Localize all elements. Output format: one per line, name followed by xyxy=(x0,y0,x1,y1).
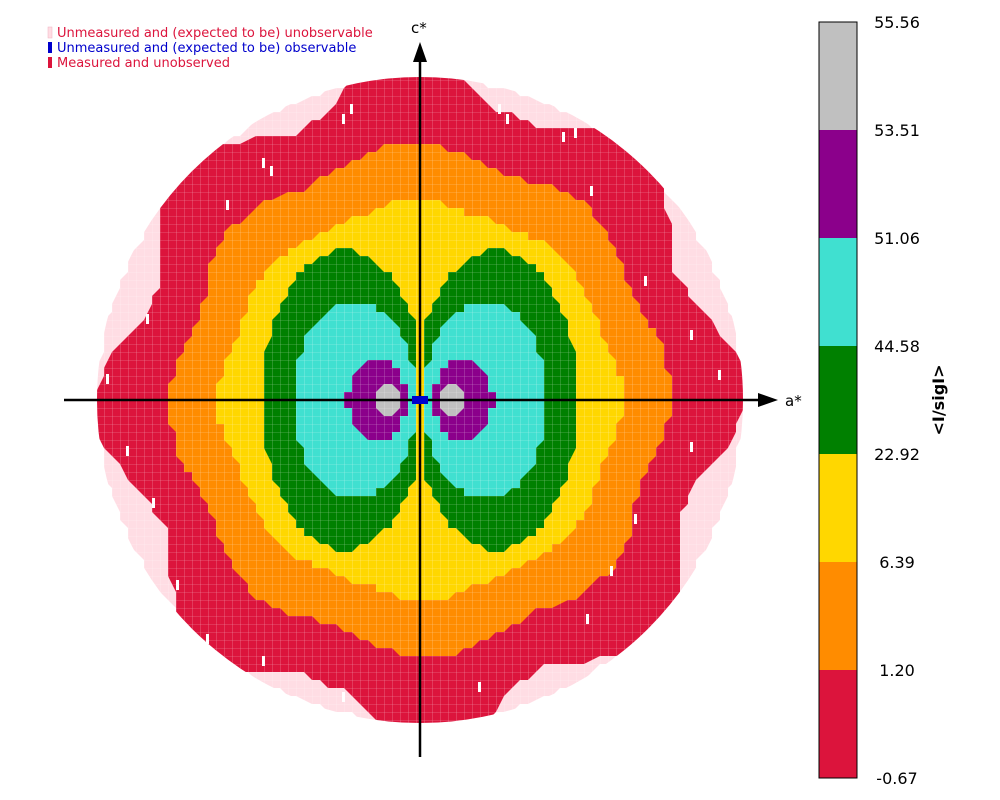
heatmap-missing-cell xyxy=(498,104,501,114)
heatmap-missing-cell xyxy=(106,374,109,384)
colorbar-tick-label: 53.51 xyxy=(874,121,920,140)
y-axis-arrowhead xyxy=(413,42,427,62)
colorbar-tick-label: 51.06 xyxy=(874,229,920,248)
colorbar-tick-label: 55.56 xyxy=(874,13,920,32)
heatmap-missing-cell xyxy=(690,442,693,452)
heatmap-missing-cell xyxy=(562,132,565,142)
colorbar-tick-label: 6.39 xyxy=(879,553,915,572)
legend-label-observable: Unmeasured and (expected to be) observab… xyxy=(57,41,356,56)
heatmap-missing-cell xyxy=(586,614,589,624)
x-axis-arrowhead xyxy=(758,393,778,407)
legend-swatch-measured xyxy=(48,57,52,68)
origin-observable-marker xyxy=(412,396,428,404)
y-axis-label: c* xyxy=(411,19,427,37)
heatmap-missing-cell xyxy=(152,498,155,508)
colorbar-tick-label: 22.92 xyxy=(874,445,920,464)
heatmap-missing-cell xyxy=(342,692,345,702)
axes: a* c* xyxy=(64,19,802,757)
heatmap-missing-cell xyxy=(574,128,577,138)
legend-label-unobservable: Unmeasured and (expected to be) unobserv… xyxy=(57,26,373,41)
heatmap-missing-cell xyxy=(146,314,149,324)
colorbar-tick-label: 44.58 xyxy=(874,337,920,356)
legend-label-measured: Measured and unobserved xyxy=(57,56,230,71)
colorbar-tick-label: -0.67 xyxy=(876,769,917,788)
legend-swatch-observable xyxy=(48,42,52,53)
x-axis-label: a* xyxy=(785,392,802,410)
colorbar-band xyxy=(819,238,857,347)
heatmap-missing-cell xyxy=(478,682,481,692)
colorbar-tick-label: 1.20 xyxy=(879,661,915,680)
colorbar-band xyxy=(819,22,857,131)
legend: Unmeasured and (expected to be) unobserv… xyxy=(47,26,373,71)
heatmap-missing-cell xyxy=(226,200,229,210)
heatmap-missing-cell xyxy=(690,330,693,340)
heatmap-missing-cell xyxy=(718,370,721,380)
heatmap-missing-cell xyxy=(262,656,265,666)
heatmap-missing-cell xyxy=(126,446,129,456)
heatmap-missing-cell xyxy=(634,514,637,524)
colorbar-band xyxy=(819,346,857,455)
heatmap-missing-cell xyxy=(644,276,647,286)
colorbar-title: <I/sigI> xyxy=(929,364,948,435)
heatmap-missing-cell xyxy=(342,114,345,124)
heatmap-missing-cell xyxy=(590,186,593,196)
colorbar-frame xyxy=(818,21,858,779)
heatmap-missing-cell xyxy=(176,580,179,590)
legend-swatch-unobservable xyxy=(47,26,53,39)
colorbar-band xyxy=(819,130,857,239)
heatmap-missing-cell xyxy=(350,104,353,114)
heatmap-missing-cell xyxy=(610,566,613,576)
heatmap-missing-cell xyxy=(270,166,273,176)
colorbar: 55.56 53.51 51.06 44.58 22.92 6.39 1.20 -0.67 <… xyxy=(818,13,948,788)
colorbar-band xyxy=(819,670,857,779)
colorbar-band xyxy=(819,562,857,671)
heatmap-missing-cell xyxy=(206,634,209,644)
colorbar-band xyxy=(819,454,857,563)
heatmap-missing-cell xyxy=(506,114,509,124)
heatmap-missing-cell xyxy=(262,158,265,168)
